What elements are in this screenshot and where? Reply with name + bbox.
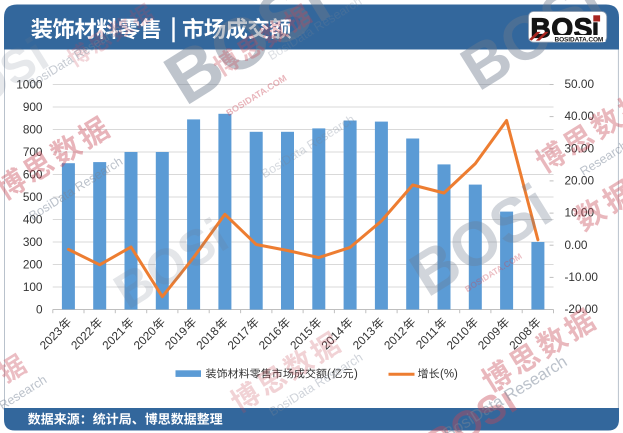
svg-text:200: 200	[23, 258, 43, 272]
svg-text:400: 400	[23, 213, 43, 227]
svg-text:900: 900	[23, 100, 43, 114]
svg-text:(%): (%)	[440, 369, 458, 381]
svg-text:0: 0	[36, 303, 43, 317]
svg-text:0.00: 0.00	[565, 238, 588, 252]
svg-text:800: 800	[23, 123, 43, 137]
svg-text:500: 500	[23, 190, 43, 204]
svg-text:(: (	[327, 369, 331, 381]
svg-text:20.00: 20.00	[565, 174, 595, 188]
svg-text:): )	[354, 369, 358, 381]
svg-text:40.00: 40.00	[565, 109, 595, 123]
svg-text:BOSIDATA.COM: BOSIDATA.COM	[555, 36, 604, 43]
svg-text:-10.00: -10.00	[565, 270, 599, 284]
svg-text:50.00: 50.00	[565, 77, 595, 91]
svg-text:300: 300	[23, 235, 43, 249]
svg-text:100: 100	[23, 280, 43, 294]
svg-text:1000: 1000	[16, 78, 43, 92]
